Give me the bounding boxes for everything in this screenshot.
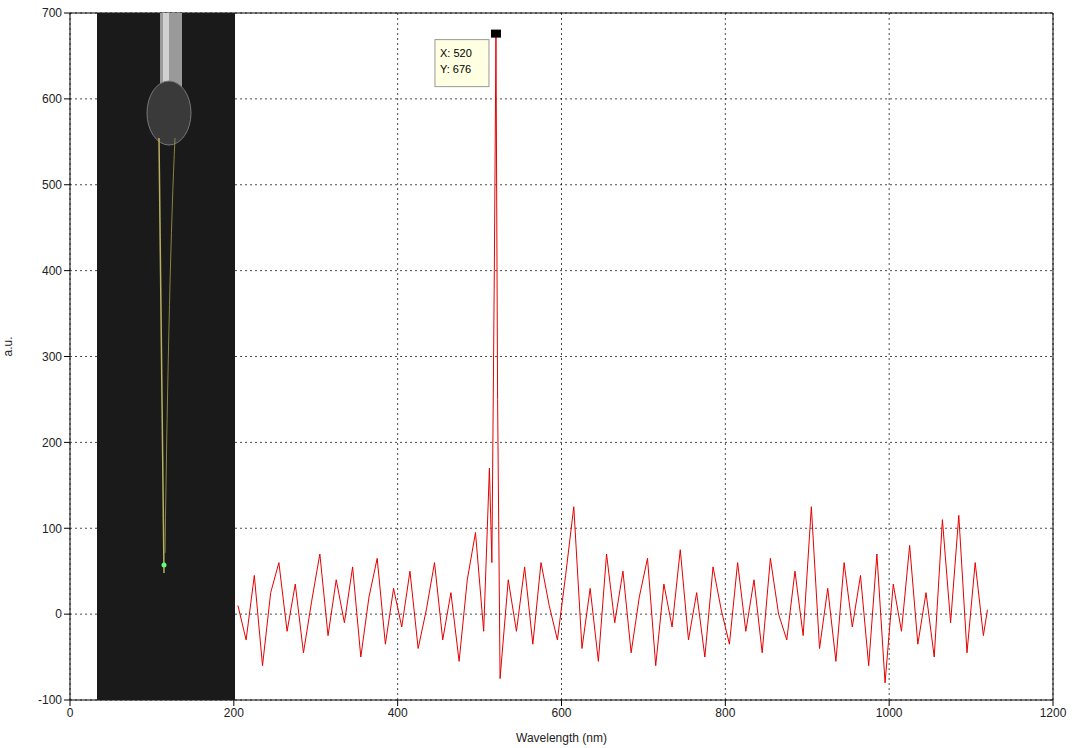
svg-text:X: 520: X: 520 (440, 47, 472, 59)
svg-text:0: 0 (55, 607, 62, 621)
svg-text:400: 400 (388, 706, 408, 720)
svg-text:400: 400 (42, 264, 62, 278)
svg-text:1000: 1000 (876, 706, 903, 720)
svg-text:200: 200 (42, 436, 62, 450)
svg-text:a.u.: a.u. (1, 336, 15, 356)
svg-text:1200: 1200 (1040, 706, 1067, 720)
svg-text:100: 100 (42, 522, 62, 536)
svg-text:600: 600 (551, 706, 571, 720)
svg-text:200: 200 (224, 706, 244, 720)
svg-text:700: 700 (42, 6, 62, 20)
svg-text:Wavelength (nm): Wavelength (nm) (516, 731, 607, 745)
svg-text:0: 0 (67, 706, 74, 720)
svg-text:300: 300 (42, 350, 62, 364)
svg-text:600: 600 (42, 92, 62, 106)
svg-text:Y: 676: Y: 676 (440, 63, 471, 75)
svg-text:500: 500 (42, 178, 62, 192)
svg-text:800: 800 (715, 706, 735, 720)
svg-text:-100: -100 (38, 693, 62, 707)
